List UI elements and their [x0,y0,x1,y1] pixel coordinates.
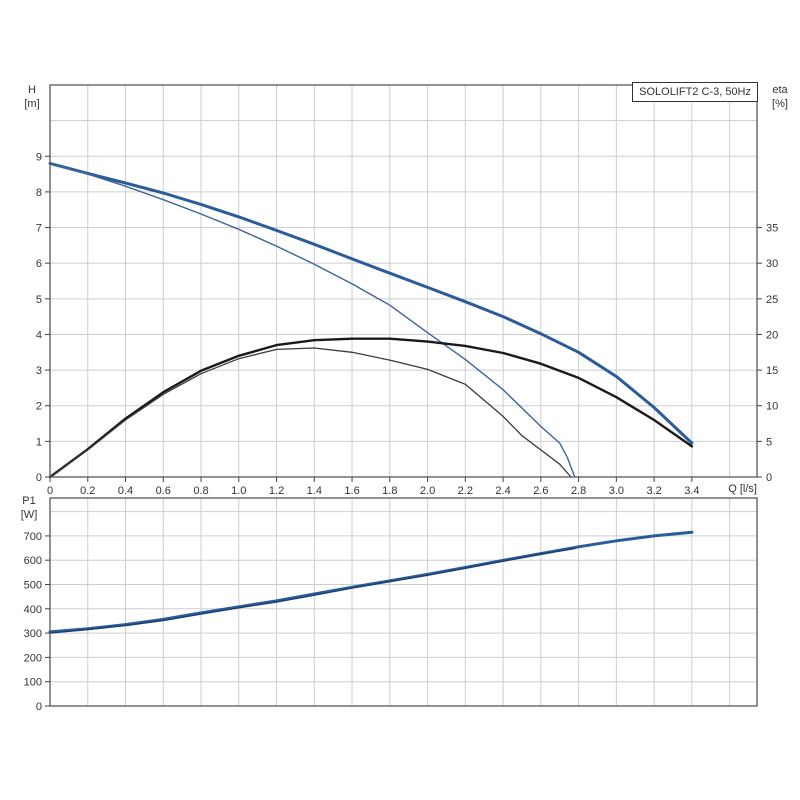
p1-axis-symbol: P1 [22,495,36,507]
y-right-tick-label: 35 [766,223,778,235]
x-tick-label: 1.8 [382,485,397,497]
p1-curve-secondary [49,547,576,634]
eta-axis-unit: [%] [772,98,788,110]
chart-head-eta: 0 1 2 3 4 5 6 7 8 9 0 5 10 15 20 25 30 35 0 0.2 0.4 0.6 0.8 1.0… [36,84,778,497]
y-left-tick-label: 2 [36,401,42,413]
y-right-tick-label: 25 [766,294,778,306]
x-axis-title-flow: Q [l/s] [728,483,757,495]
x-tick-label: 0 [47,485,53,497]
y-left-tick-label: 100 [24,677,42,689]
y-left-tick-label: 8 [36,187,42,199]
y-left-tick-label: 5 [36,294,42,306]
y-left-tick-label: 0 [36,472,42,484]
y-right-tick-label: 15 [766,365,778,377]
x-tick-label: 1.6 [344,485,359,497]
head-curve-secondary [49,162,576,478]
x-tick-label: 2.6 [533,485,548,497]
chart-power: 0 100 200 300 400 500 600 700 [24,497,758,713]
p1-curve-main [48,530,694,634]
y-left-tick-label: 0 [36,701,42,713]
p1-axis-unit: [W] [20,509,38,521]
gridlines [50,498,757,706]
right-axis-title-eta: eta [%] [764,83,796,111]
axis-ticks [45,535,50,707]
y-left-tick-label: 4 [36,329,42,341]
y-left-tick-label: 700 [24,531,42,543]
eta-curve-main [48,337,694,479]
x-tick-label: 3.4 [684,485,699,497]
y-right-tick-label: 30 [766,258,778,270]
y-left-tick-label: 600 [24,555,42,567]
x-tick-label: 2.8 [571,485,586,497]
y-left-tick-label: 400 [24,604,42,616]
y-right-tick-label: 20 [766,329,778,341]
x-tick-label: 0.4 [118,485,133,497]
y-right-tick-label: 10 [766,401,778,413]
x-tick-label: 0.2 [80,485,95,497]
y-left-tick-label: 300 [24,628,42,640]
y-left-tick-label: 500 [24,580,42,592]
x-tick-label: 1.0 [231,485,246,497]
y-left-tick-label: 7 [36,223,42,235]
x-tick-label: 1.4 [307,485,322,497]
x-tick-label: 0.8 [193,485,208,497]
plot-border [49,497,758,707]
plot-border [49,84,758,478]
x-tick-label: 3.0 [609,485,624,497]
head-curve-main [48,161,694,445]
y-left-tick-label: 3 [36,365,42,377]
y-right-tick-label: 0 [766,472,772,484]
axis-ticks [45,155,762,482]
y-left-tick-label: 9 [36,151,42,163]
x-tick-label: 2.4 [495,485,510,497]
y-right-tick-label: 5 [766,436,772,448]
left-axis-title-head: H [m] [20,83,44,111]
h-axis-symbol: H [28,84,36,96]
x-tick-label: 1.2 [269,485,284,497]
y-left-tick-label: 6 [36,258,42,270]
eta-axis-symbol: eta [772,84,788,96]
x-tick-label: 2.2 [458,485,473,497]
eta-curve-secondary [49,347,572,478]
gridlines [50,85,757,477]
left-axis-title-power: P1 [W] [14,494,44,522]
x-tick-label: 3.2 [646,485,661,497]
axis-tick-labels: 0 100 200 300 400 500 600 700 [24,531,42,713]
y-left-tick-label: 1 [36,436,42,448]
x-tick-label: 2.0 [420,485,435,497]
x-tick-label: 0.6 [156,485,171,497]
chart-title-badge: SOLOLIFT2 C-3, 50Hz [632,82,758,102]
y-left-tick-label: 200 [24,652,42,664]
axis-tick-labels: 0 1 2 3 4 5 6 7 8 9 0 5 10 15 20 25 30 35 0 0.2 0.4 0.6 0.8 1.0… [36,151,778,497]
h-axis-unit: [m] [24,98,40,110]
